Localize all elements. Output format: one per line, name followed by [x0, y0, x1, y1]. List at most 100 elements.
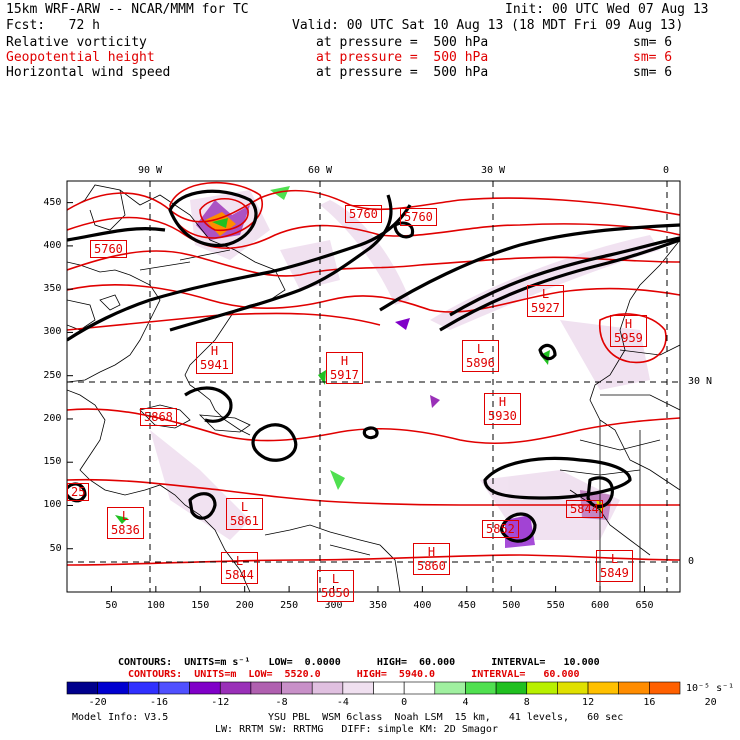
- colorbar-swatch: [557, 681, 589, 695]
- contour-value-label: 5852: [482, 520, 519, 538]
- lon-label-30w: 30 W: [481, 165, 506, 176]
- center-type: H: [624, 317, 633, 331]
- field-height-level: at pressure = 500 hPa: [316, 50, 489, 65]
- low-center-label: L 5844: [221, 552, 258, 584]
- colorbar-swatch: [128, 681, 160, 695]
- colorbar-swatch: [281, 681, 313, 695]
- colorbar-label: 12: [582, 697, 595, 708]
- colorbar-swatch: [373, 681, 405, 695]
- center-type: L: [331, 572, 340, 586]
- height-value: 5861: [230, 514, 259, 528]
- x-tick-label: 100: [146, 600, 165, 611]
- colorbar-swatch: [189, 681, 221, 695]
- colorbar-label: -4: [336, 697, 349, 708]
- lon-label-60w: 60 W: [308, 165, 333, 176]
- height-value: 5917: [330, 368, 359, 382]
- colorbar-label: 8: [523, 697, 530, 708]
- valid-time: Valid: 00 UTC Sat 10 Aug 13 (18 MDT Fri …: [292, 18, 684, 33]
- x-tick-label: 350: [368, 600, 387, 611]
- lon-label-90w: 90 W: [138, 165, 163, 176]
- colorbar: [66, 681, 681, 695]
- low-center-label: L 5836: [107, 507, 144, 539]
- high-center-label: H 5959: [610, 315, 647, 347]
- height-value: 5760: [349, 207, 378, 221]
- x-tick-label: 300: [324, 600, 343, 611]
- field-height-sm: sm= 6: [633, 50, 673, 65]
- y-tick-label: 350: [43, 283, 62, 295]
- contour-value-label: 5844: [566, 500, 603, 518]
- height-value: 25: [71, 485, 86, 499]
- colorbar-label: -12: [211, 697, 230, 708]
- physics-line-2: LW: RRTM SW: RRTMG DIFF: simple KM: 2D S…: [215, 724, 498, 735]
- colorbar-label: -20: [88, 697, 107, 708]
- colorbar-label: -16: [149, 697, 168, 708]
- colorbar-swatch: [649, 681, 681, 695]
- field-vorticity-level: at pressure = 500 hPa: [316, 35, 489, 50]
- x-tick-label: 200: [235, 600, 254, 611]
- x-tick-label: 250: [280, 600, 299, 611]
- low-center-label: L 5849: [596, 550, 633, 582]
- y-tick-label: 300: [43, 326, 62, 338]
- low-center-label: L 5927: [527, 285, 564, 317]
- height-value: 5836: [111, 523, 140, 537]
- low-center-label: L 5896: [462, 340, 499, 372]
- x-tick-label: 550: [546, 600, 565, 611]
- colorbar-label: 0: [401, 697, 408, 708]
- height-value: 5930: [488, 409, 517, 423]
- contour-value-label: 5760: [90, 240, 127, 258]
- height-value: 5760: [404, 210, 433, 224]
- colorbar-units: 10⁻⁵ s⁻¹: [686, 683, 735, 694]
- field-height-name: Geopotential height: [6, 50, 155, 65]
- lat-label-0: 0: [688, 556, 695, 567]
- high-center-label: H 5941: [196, 342, 233, 374]
- x-tick-label: 500: [502, 600, 521, 611]
- colorbar-label: 20: [704, 697, 717, 708]
- center-type: L: [610, 552, 619, 566]
- y-tick-label: 250: [43, 369, 62, 381]
- height-value: 5896: [466, 356, 495, 370]
- center-type: L: [541, 287, 550, 301]
- contour-info-black: CONTOURS: UNITS=m s⁻¹ LOW= 0.0000 HIGH= …: [118, 657, 600, 668]
- height-value: 5852: [486, 522, 515, 536]
- contour-value-label: 5760: [400, 208, 437, 226]
- y-tick-label: 400: [43, 239, 62, 251]
- latlon-grid: [67, 181, 680, 592]
- colorbar-swatch: [587, 681, 619, 695]
- x-tick-label: 150: [191, 600, 210, 611]
- height-value: 5844: [225, 568, 254, 582]
- field-wind-level: at pressure = 500 hPa: [316, 65, 489, 80]
- model-info: Model Info: V3.5: [72, 712, 169, 723]
- high-center-label: H 5860: [413, 543, 450, 575]
- height-value: 5959: [614, 331, 643, 345]
- field-wind-sm: sm= 6: [633, 65, 673, 80]
- colorbar-swatch: [219, 681, 252, 695]
- center-type: H: [427, 545, 436, 559]
- x-tick-label: 600: [591, 600, 610, 611]
- low-center-label: L 5850: [317, 570, 354, 602]
- field-wind-name: Horizontal wind speed: [6, 65, 171, 80]
- height-value: 5849: [600, 566, 629, 580]
- colorbar-swatch: [495, 681, 528, 695]
- contour-info-red: CONTOURS: UNITS=m LOW= 5520.0 HIGH= 5940…: [128, 669, 580, 680]
- center-type: H: [340, 354, 349, 368]
- center-type: H: [210, 344, 219, 358]
- contour-value-label: 5760: [345, 205, 382, 223]
- center-type: L: [235, 554, 244, 568]
- forecast-hour: Fcst: 72 h: [6, 18, 100, 33]
- coastlines: [67, 184, 680, 592]
- colorbar-swatch: [434, 681, 466, 695]
- colorbar-swatch: [66, 681, 98, 695]
- x-tick-label: 650: [635, 600, 654, 611]
- x-tick-label: 400: [413, 600, 432, 611]
- init-time: Init: 00 UTC Wed 07 Aug 13: [505, 2, 709, 17]
- colorbar-swatch: [311, 681, 344, 695]
- field-vorticity-sm: sm= 6: [633, 35, 673, 50]
- y-tick-label: 450: [43, 196, 62, 208]
- center-type: L: [121, 509, 130, 523]
- model-title: 15km WRF-ARW -- NCAR/MMM for TC: [6, 2, 249, 17]
- height-value: 5844: [570, 502, 599, 516]
- low-center-label: L 5861: [226, 498, 263, 530]
- y-tick-label: 200: [43, 412, 62, 424]
- x-tick-label: 50: [105, 600, 118, 611]
- center-type: H: [498, 395, 507, 409]
